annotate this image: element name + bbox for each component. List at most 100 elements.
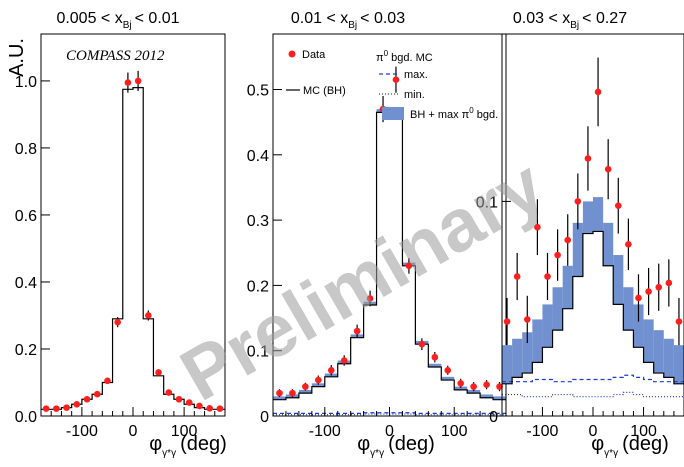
data-point [496, 383, 503, 390]
data-point [155, 369, 162, 376]
data-point [584, 155, 592, 162]
data-point [625, 241, 632, 248]
data-point [614, 202, 622, 209]
bgd-max-line [273, 412, 506, 414]
band-bin [542, 304, 553, 348]
band-bin [273, 396, 286, 400]
y-tick-label: 0 [489, 409, 498, 426]
data-point [444, 366, 452, 374]
data-point [523, 316, 531, 323]
band-bin [572, 222, 583, 277]
band-bin [502, 345, 513, 384]
y-axis-label: A.U. [6, 38, 28, 77]
collaboration-label: COMPASS 2012 [66, 48, 165, 64]
band-bin [522, 332, 533, 374]
legend-bgd-header: π0 bgd. MC [376, 49, 433, 64]
y-tick-label: 0.4 [15, 275, 37, 292]
data-point [196, 402, 203, 410]
y-tick-label: 0.0 [15, 409, 37, 426]
data-point [145, 312, 152, 319]
data-point [655, 283, 663, 291]
legend-mc-label: MC (BH) [303, 85, 346, 97]
data-point [405, 262, 413, 270]
data-point [418, 340, 426, 348]
band-bin [643, 319, 654, 363]
legend-min-label: min. [404, 89, 425, 101]
preliminary-watermark: Preliminary [167, 143, 558, 416]
data-point [431, 353, 439, 361]
band-bin [532, 319, 543, 363]
data-point [645, 288, 652, 295]
x-tick-label: 0 [385, 423, 394, 440]
data-point [594, 88, 602, 96]
band-bin [298, 389, 312, 394]
y-tick-label: 0.2 [15, 342, 37, 359]
data-point [534, 223, 541, 231]
band-bin [454, 386, 468, 390]
bgd-max-line [502, 374, 684, 383]
band-bin [467, 389, 481, 394]
data-point [289, 389, 296, 397]
x-tick-label: -100 [66, 423, 98, 440]
panel-xbj-high: -100 0 100 0 0.1 0.03 < xBj < 0.27 φγ*γ (deg) [476, 10, 684, 459]
legend-max-label: max. [404, 69, 428, 81]
data-point [665, 279, 673, 287]
legend: Data MC (BH) π0 bgd. MC max. min. BH + m… [286, 49, 498, 121]
legend-band-label: BH + max π0 bgd. [410, 106, 498, 121]
y-tick-label: 0.1 [247, 344, 269, 361]
band-bin [603, 222, 614, 266]
y-tick-label: 0.2 [247, 278, 269, 295]
band-bin [552, 287, 563, 331]
band-bin [663, 338, 674, 378]
y-tick-label: 0.6 [15, 208, 37, 225]
x-tick-label: 100 [630, 423, 657, 440]
x-axis-label: φγ*γ (deg) [357, 433, 435, 459]
band-bin [633, 304, 644, 348]
legend-data-label: Data [302, 49, 326, 61]
panel-xbj-mid: -100 0 100 0 0.1 0.2 0.3 0.4 0.5 0.01 < xBj < 0.0… [247, 10, 507, 459]
data-point [327, 366, 335, 374]
data-point [216, 405, 224, 412]
data-point [604, 165, 612, 173]
data-point [366, 295, 374, 302]
panel-title: 0.005 < xBj < 0.01 [56, 10, 179, 31]
data-point [276, 389, 283, 397]
x-axis-label: φγ*γ (deg) [149, 433, 227, 459]
mc-bh-histogram [502, 230, 684, 385]
x-tick-label: 100 [171, 423, 198, 440]
band-bin [673, 345, 684, 384]
data-point [564, 236, 572, 244]
y-tick-label: 0.5 [247, 83, 269, 100]
x-tick-label: 100 [441, 423, 468, 440]
x-tick-label: -100 [309, 423, 341, 440]
band-bin [623, 287, 634, 331]
data-point [104, 377, 111, 385]
data-point [353, 327, 361, 335]
data-point [470, 383, 477, 390]
data-point [392, 76, 400, 84]
band-bin [653, 330, 664, 374]
data-point [513, 273, 521, 280]
legend-band-swatch [382, 107, 404, 120]
data-point [42, 405, 50, 412]
data-point [315, 376, 322, 384]
data-point [302, 383, 309, 390]
y-tick-label: 0 [260, 409, 269, 426]
data-point [63, 404, 70, 411]
data-point [124, 79, 132, 86]
band-bin [593, 197, 604, 232]
band-bin [613, 255, 624, 305]
y-tick-label: 1.0 [15, 74, 37, 91]
data-point [175, 395, 183, 403]
y-tick-label: 0.4 [247, 148, 269, 165]
panel-title: 0.01 < xBj < 0.03 [291, 10, 405, 31]
x-tick-label: -100 [526, 423, 558, 440]
bgd-min-line [502, 391, 684, 398]
data-point [73, 400, 81, 408]
band-bin [428, 363, 442, 368]
data-point [93, 390, 101, 398]
data-point [554, 251, 561, 259]
x-axis-label: φγ*γ (deg) [591, 433, 669, 459]
panel-xbj-low: -100 0 100 0.0 0.2 0.4 0.6 0.8 1.0 0.005 < xBj < … [6, 10, 227, 459]
